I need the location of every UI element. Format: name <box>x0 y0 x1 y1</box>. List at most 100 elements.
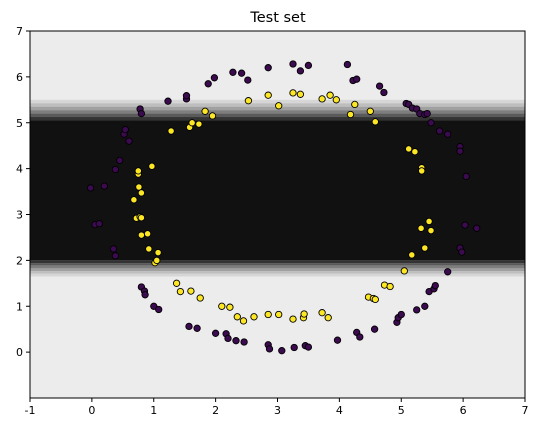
data-point-class-0 <box>343 60 352 69</box>
data-point-class-1 <box>332 96 340 104</box>
data-point-class-1 <box>201 107 209 115</box>
scatter-points <box>86 60 481 355</box>
data-point-class-0 <box>116 156 124 165</box>
data-point-class-0 <box>435 127 444 135</box>
data-point-class-1 <box>153 256 161 265</box>
x-tick-label: -1 <box>25 404 36 417</box>
data-point-class-0 <box>264 64 272 72</box>
x-tick-label: 4 <box>336 404 343 417</box>
data-point-class-0 <box>125 137 133 145</box>
data-point-class-0 <box>421 302 429 310</box>
data-point-class-0 <box>193 324 201 332</box>
lower-band-step <box>30 263 525 266</box>
lower-band-step <box>30 265 525 269</box>
data-point-class-0 <box>229 68 237 76</box>
data-point-class-1 <box>195 120 203 128</box>
data-point-class-1 <box>418 167 426 175</box>
data-point-class-0 <box>155 305 163 314</box>
x-tick-label: 2 <box>212 404 219 417</box>
data-point-class-1 <box>351 100 359 109</box>
data-point-class-0 <box>237 69 246 77</box>
data-point-class-1 <box>408 251 416 259</box>
data-point-class-1 <box>208 112 217 120</box>
data-point-class-1 <box>421 244 429 252</box>
y-tick-label: 2 <box>16 254 23 267</box>
x-axis: -1 0 1 2 3 4 5 6 7 <box>25 398 529 417</box>
x-tick-label: 0 <box>88 404 95 417</box>
data-point-class-0 <box>413 306 421 314</box>
y-tick-label: 0 <box>16 346 23 359</box>
data-point-class-0 <box>244 76 252 84</box>
data-point-class-1 <box>366 107 374 115</box>
data-point-class-1 <box>371 118 379 126</box>
data-point-class-1 <box>425 217 433 226</box>
data-point-class-1 <box>154 248 162 257</box>
data-point-class-0 <box>232 337 240 345</box>
data-point-class-1 <box>244 97 253 105</box>
data-point-class-1 <box>187 287 195 295</box>
data-point-class-1 <box>417 224 425 232</box>
y-tick-label: 7 <box>16 25 23 38</box>
data-point-class-0 <box>289 60 297 68</box>
chart-title: Test set <box>249 10 306 26</box>
data-point-class-0 <box>431 281 439 290</box>
data-point-class-0 <box>109 245 118 253</box>
inner-region <box>30 120 525 261</box>
data-point-class-1 <box>318 309 326 317</box>
y-tick-label: 3 <box>16 209 23 222</box>
x-tick-label: 5 <box>398 404 405 417</box>
data-point-class-1 <box>145 245 153 253</box>
data-point-class-0 <box>278 347 286 355</box>
data-point-class-1 <box>326 91 334 99</box>
data-point-class-0 <box>444 268 452 276</box>
lower-band-step <box>30 271 525 274</box>
data-point-class-1 <box>218 302 226 310</box>
data-point-class-0 <box>304 61 313 70</box>
data-point-class-0 <box>141 291 149 299</box>
data-point-class-0 <box>265 345 274 353</box>
data-point-class-0 <box>182 92 191 100</box>
data-point-class-0 <box>137 109 146 118</box>
data-point-class-0 <box>185 322 193 331</box>
data-point-class-1 <box>427 226 435 235</box>
data-point-class-1 <box>405 145 413 153</box>
upper-band-step <box>30 113 525 118</box>
data-point-class-1 <box>275 102 283 110</box>
data-point-class-1 <box>400 267 408 275</box>
data-point-class-0 <box>353 75 361 83</box>
data-point-class-1 <box>371 295 379 304</box>
data-point-class-0 <box>121 125 129 134</box>
data-point-class-1 <box>289 315 297 323</box>
data-point-class-0 <box>304 343 313 351</box>
upper-band-step <box>30 99 525 104</box>
data-point-class-1 <box>250 313 258 321</box>
data-point-class-0 <box>95 220 103 228</box>
data-point-class-1 <box>411 148 419 156</box>
y-tick-label: 1 <box>16 300 23 313</box>
data-point-class-0 <box>164 97 172 105</box>
data-point-class-0 <box>444 130 452 138</box>
x-tick-label: 1 <box>150 404 157 417</box>
data-point-class-0 <box>380 88 388 97</box>
data-point-class-1 <box>318 95 326 103</box>
data-point-class-1 <box>172 279 181 287</box>
data-point-class-1 <box>289 89 297 97</box>
data-point-class-1 <box>137 231 146 239</box>
x-tick-label: 6 <box>460 404 467 417</box>
lower-band-step <box>30 273 525 277</box>
data-point-class-0 <box>375 82 384 90</box>
data-point-class-0 <box>397 310 405 319</box>
data-point-class-1 <box>233 313 241 321</box>
data-point-class-0 <box>333 336 342 344</box>
data-point-class-0 <box>211 329 220 337</box>
data-point-class-0 <box>461 221 469 229</box>
data-point-class-1 <box>135 183 143 191</box>
data-point-class-0 <box>473 224 481 232</box>
data-point-class-0 <box>210 74 219 82</box>
x-tick-label: 3 <box>274 404 281 417</box>
data-point-class-1 <box>275 310 283 319</box>
lower-band-step <box>30 268 525 272</box>
data-point-class-0 <box>356 333 364 341</box>
data-point-class-1 <box>296 90 305 98</box>
